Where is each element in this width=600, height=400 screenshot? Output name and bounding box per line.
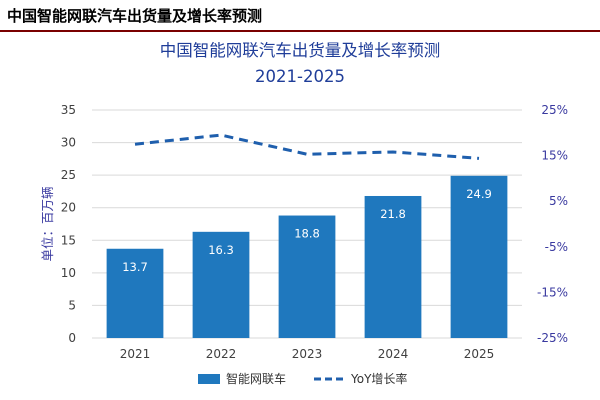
- bar-value-label: 18.8: [294, 227, 320, 241]
- bar-value-label: 13.7: [122, 260, 148, 274]
- y2-tick-label: 5%: [549, 194, 568, 208]
- bar-value-label: 16.3: [208, 243, 234, 257]
- y2-tick-label: -5%: [545, 240, 568, 254]
- y2-tick-label: 15%: [541, 149, 568, 163]
- y-tick-label: 0: [68, 331, 76, 345]
- yoy-line: [134, 133, 480, 160]
- y-tick-label: 5: [68, 298, 76, 312]
- header-divider: [0, 30, 600, 32]
- chart-title: 中国智能网联汽车出货量及增长率预测: [160, 41, 441, 60]
- y2-tick-label: -15%: [537, 285, 568, 299]
- bar-value-label: 21.8: [380, 207, 406, 221]
- legend: 智能网联车 YoY增长率: [198, 371, 407, 386]
- line-series: [134, 133, 480, 160]
- page-header: 中国智能网联汽车出货量及增长率预测: [0, 0, 600, 30]
- gridlines: [92, 109, 522, 339]
- chart-subtitle: 2021-2025: [255, 67, 345, 86]
- legend-bar-label: 智能网联车: [226, 371, 286, 386]
- bar: [364, 195, 422, 338]
- legend-line-label: YoY增长率: [350, 371, 407, 386]
- header-title: 中国智能网联汽车出货量及增长率预测: [7, 6, 263, 25]
- bar-value-label: 24.9: [466, 187, 492, 201]
- x-tick-label: 2022: [206, 347, 237, 361]
- bar: [106, 248, 164, 338]
- bar: [450, 175, 508, 338]
- y-tick-label: 10: [61, 266, 76, 280]
- y-tick-label: 20: [61, 201, 76, 215]
- x-tick-label: 2024: [378, 347, 409, 361]
- y2-tick-label: 25%: [541, 103, 568, 117]
- legend-bar-swatch: [198, 374, 220, 384]
- y-tick-label: 30: [61, 136, 76, 150]
- y-tick-label: 35: [61, 103, 76, 117]
- y-tick-label: 25: [61, 168, 76, 182]
- bar-series: 13.7 16.3 18.8 21.8 24.9: [106, 175, 508, 338]
- combo-chart: 中国智能网联汽车出货量及增长率预测 2021-2025 13.7 16.3 18.8…: [40, 41, 568, 386]
- y2-tick-label: -25%: [537, 331, 568, 345]
- y-axis-label: 单位：百万辆: [40, 186, 55, 261]
- y-tick-label: 15: [61, 233, 76, 247]
- bar: [192, 231, 250, 338]
- bar: [278, 215, 336, 338]
- x-tick-label: 2023: [292, 347, 323, 361]
- x-tick-label: 2021: [120, 347, 151, 361]
- x-tick-label: 2025: [464, 347, 495, 361]
